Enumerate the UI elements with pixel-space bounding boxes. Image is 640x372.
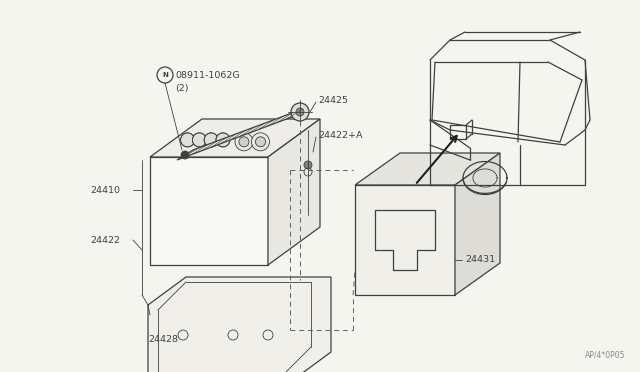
Text: 24428: 24428 [148,336,178,344]
Circle shape [181,151,189,159]
Circle shape [204,133,218,147]
Polygon shape [268,119,320,265]
Circle shape [193,133,206,147]
Circle shape [235,133,253,151]
Circle shape [255,137,266,147]
Text: 24425: 24425 [318,96,348,105]
Text: 24422+A: 24422+A [318,131,362,140]
Circle shape [304,161,312,169]
Polygon shape [355,185,455,295]
Polygon shape [148,277,331,372]
Polygon shape [150,119,320,157]
Text: 08911-1062G: 08911-1062G [175,71,239,80]
Circle shape [291,103,309,121]
Text: 24410: 24410 [90,186,120,195]
Polygon shape [455,153,500,295]
Circle shape [157,67,173,83]
Text: 24431: 24431 [465,256,495,264]
Circle shape [252,133,269,151]
Circle shape [216,133,230,147]
Text: AP/4*0P05: AP/4*0P05 [584,351,625,360]
Circle shape [296,108,304,116]
Polygon shape [177,107,308,160]
Text: 24422: 24422 [90,235,120,244]
Polygon shape [150,157,268,265]
Circle shape [180,133,195,147]
Circle shape [239,137,249,147]
Text: (2): (2) [175,83,189,93]
Polygon shape [355,153,500,185]
Text: N: N [162,72,168,78]
